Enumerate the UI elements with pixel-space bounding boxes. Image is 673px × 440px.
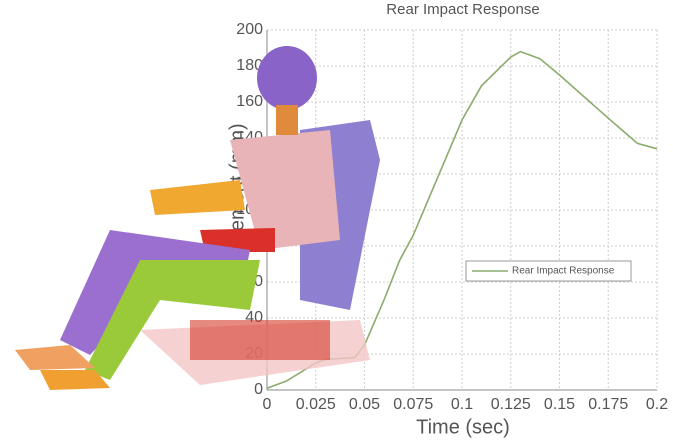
seat-rails: [190, 320, 330, 360]
legend-box: [465, 260, 632, 282]
x-tick-label: 0: [263, 396, 272, 413]
legend: Rear Impact Response: [465, 260, 632, 282]
neck: [276, 105, 298, 135]
y-tick-label: 200: [236, 21, 263, 38]
crash-dummy-illustration: [15, 46, 380, 390]
y-tick-label: 0: [254, 381, 263, 398]
x-axis-label: Time (sec): [416, 416, 510, 438]
leg-right: [85, 260, 260, 380]
foot-right: [40, 370, 110, 390]
x-tick-label: 0.2: [646, 396, 668, 413]
x-tick-label: 0.1: [451, 396, 473, 413]
x-tick-label: 0.175: [588, 396, 628, 413]
x-tick-label: 0.075: [393, 396, 433, 413]
y-tick-label: 180: [236, 57, 263, 74]
torso: [230, 130, 340, 250]
arm-upper: [150, 180, 245, 215]
legend-label: Rear Impact Response: [512, 266, 615, 277]
y-tick-label: 160: [236, 93, 263, 110]
x-tick-label: 0.125: [491, 396, 531, 413]
x-tick-label: 0.05: [349, 396, 380, 413]
chart-title: Rear Impact Response: [386, 1, 539, 18]
head: [257, 46, 317, 110]
x-tick-label: 0.15: [544, 396, 575, 413]
foot-left: [15, 345, 95, 370]
x-tick-label: 0.025: [296, 396, 336, 413]
